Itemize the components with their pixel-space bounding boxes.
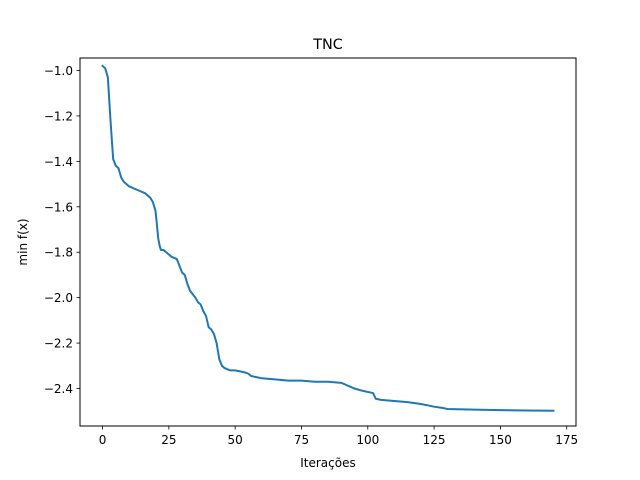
y-tick-label: −1.2 [44, 109, 73, 123]
axes-frame [79, 57, 577, 427]
y-tick-label: −2.2 [44, 337, 73, 351]
x-axis-label: Iterações [300, 456, 356, 470]
x-tick-label: 0 [99, 433, 107, 447]
x-tick-label: 125 [423, 433, 446, 447]
x-axis-ticks: 0 25 50 75 100 125 150 175 [99, 426, 578, 447]
y-tick-label: −1.4 [44, 155, 73, 169]
y-tick-label: −1.0 [44, 64, 73, 78]
chart-title: TNC [312, 37, 343, 53]
x-tick-label: 25 [161, 433, 176, 447]
x-tick-label: 50 [228, 433, 243, 447]
x-tick-label: 75 [294, 433, 309, 447]
y-tick-label: −1.8 [44, 246, 73, 260]
plot-area [101, 64, 555, 412]
y-tick-label: −2.4 [44, 382, 73, 396]
y-axis-ticks: −1.0 −1.2 −1.4 −1.6 −1.8 −2.0 −2.2 −2.4 [44, 64, 80, 396]
y-axis-label: min f(x) [16, 218, 30, 265]
series-line-0 [101, 64, 555, 412]
y-tick-label: −1.6 [44, 200, 73, 214]
x-tick-label: 150 [489, 433, 512, 447]
y-tick-label: −2.0 [44, 291, 73, 305]
x-tick-label: 175 [555, 433, 578, 447]
x-tick-label: 100 [356, 433, 379, 447]
